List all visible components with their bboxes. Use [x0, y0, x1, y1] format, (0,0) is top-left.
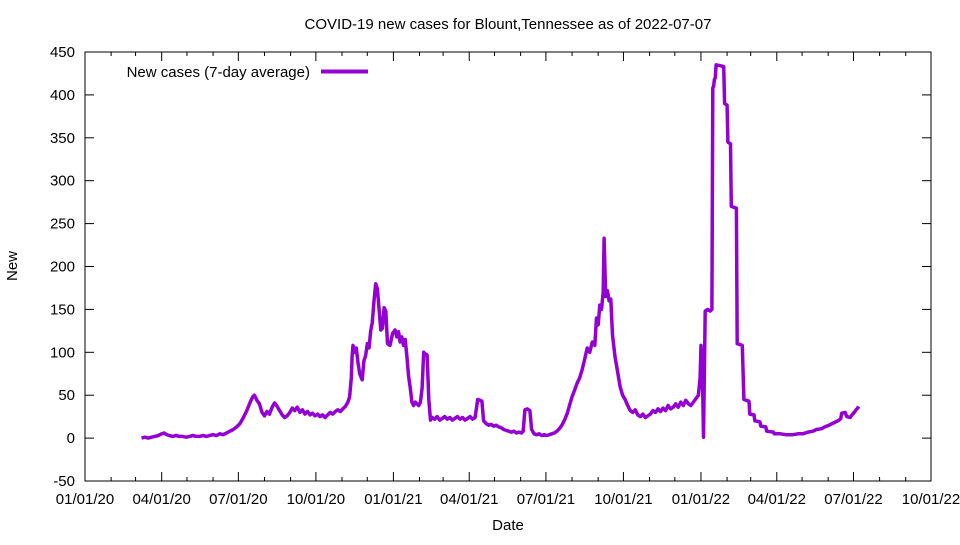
x-tick-label: 01/01/20: [56, 491, 114, 508]
y-tick-label: 450: [50, 44, 75, 61]
y-tick-label: -50: [53, 473, 75, 490]
y-tick-label: 200: [50, 259, 75, 276]
y-tick-label: 250: [50, 216, 75, 233]
y-tick-label: 300: [50, 173, 75, 190]
plot-frame: [84, 51, 932, 482]
y-tick-label: 100: [50, 344, 75, 361]
legend-label: New cases (7-day average): [127, 64, 310, 81]
x-tick-label: 04/01/21: [440, 491, 498, 508]
x-tick-label: 07/01/21: [517, 491, 575, 508]
x-tick-label: 04/01/22: [748, 491, 806, 508]
x-tick-label: 07/01/20: [209, 491, 267, 508]
x-axis-label: Date: [492, 517, 524, 534]
legend: New cases (7-day average): [127, 64, 368, 81]
y-tick-label: 400: [50, 87, 75, 104]
x-tick-label: 10/01/22: [902, 491, 960, 508]
series-line-0: [141, 63, 861, 440]
x-tick-label: 07/01/22: [824, 491, 882, 508]
y-tick-label: 50: [58, 387, 75, 404]
y-tick-label: 0: [67, 430, 75, 447]
x-tick-label: 01/01/22: [672, 491, 730, 508]
x-tick-label: 01/01/21: [364, 491, 422, 508]
y-tick-label: 150: [50, 301, 75, 318]
plot-axes: -50 0 50 100 150 200 250 300 350 400 450 01/01/20 04…: [50, 44, 960, 508]
chart-title: COVID-19 new cases for Blount,Tennessee …: [305, 16, 712, 33]
x-tick-label: 04/01/20: [132, 491, 190, 508]
x-tick-label: 10/01/20: [287, 491, 345, 508]
y-tick-label: 350: [50, 130, 75, 147]
plot-series: [141, 63, 861, 440]
y-axis-label: New: [4, 251, 21, 281]
x-tick-label: 10/01/21: [594, 491, 652, 508]
